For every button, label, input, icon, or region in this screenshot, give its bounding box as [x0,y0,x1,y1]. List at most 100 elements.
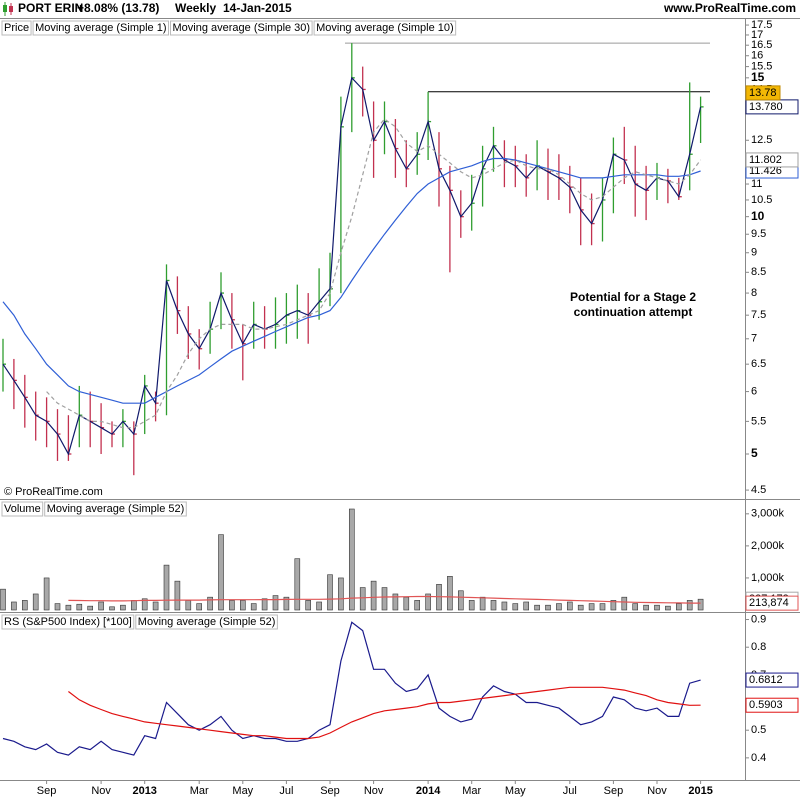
change: +8.08% (13.78) [77,1,159,15]
volume-bar [501,601,508,611]
volume-bar [338,577,344,611]
y-tick-label: 15.5 [751,61,772,73]
volume-bar [218,534,224,611]
volume-bar [512,603,519,611]
volume-bar [185,600,192,611]
x-tick-label: Nov [647,785,667,797]
series-line [2,157,701,404]
last-value-label: 213,874 [749,597,789,609]
y-tick-label: 7 [751,333,757,345]
symbol: PORT ERIN [18,1,83,15]
y-tick-label: 9.5 [751,228,766,240]
last-value-label: 0.6812 [749,674,783,686]
volume-bar [54,603,61,611]
y-tick-label: 4.5 [751,484,766,496]
annotation: continuation attempt [574,305,693,319]
x-tick-label: Sep [320,785,340,797]
volume-bar [163,564,170,611]
y-tick-label: 17.5 [751,19,772,31]
y-tick-label: 12.5 [751,134,772,146]
y-tick-label: 11 [751,178,762,190]
series-line [46,118,702,429]
volume-bar [348,508,355,611]
volume-bar [131,600,137,611]
y-tick-label: 9 [751,247,757,259]
volume-bar [665,605,671,611]
volume-bar [98,601,104,611]
volume-bar [479,596,486,611]
app-icon [3,2,13,16]
series-line [68,686,701,740]
legend-entry: RS (S&P500 Index) [*100] [4,616,132,628]
volume-bar [87,605,93,611]
volume-bar [686,600,693,611]
x-tick-label: Mar [462,785,481,797]
last-value-label: 11.802 [749,154,782,166]
volume-bar [599,603,606,611]
volume-bar [414,600,421,611]
x-tick-label: May [505,785,526,797]
y-tick-label: 0.9 [751,613,766,625]
volume-bar [152,601,159,611]
x-tick-label: 2015 [688,785,712,797]
y-tick-label: 7.5 [751,309,766,321]
y-tick-label: 16 [751,50,763,62]
last-value-box [745,152,799,168]
y-tick-label: 8 [751,287,757,299]
volume-bar [566,601,573,611]
x-tick-label: Mar [190,785,209,797]
volume-bar [577,604,584,611]
volume-bar [534,604,540,611]
volume-bar [76,603,83,611]
legend-box [135,614,278,630]
legend-entry: Moving average (Simple 30) [173,22,311,34]
volume-bar [381,587,388,611]
last-price-box [745,85,781,101]
series-line [68,595,701,604]
last-price-label: 13.78 [749,87,777,99]
volume-bar [447,576,453,611]
volume-bar [556,603,562,611]
last-value-box [745,672,799,688]
volume-bar [43,577,50,611]
y-tick-label: 17 [751,29,763,41]
y-tick-label: 0.4 [751,752,766,764]
volume-bar [283,596,290,611]
volume-bar [621,596,628,611]
y-tick-label: 0.8 [751,641,766,653]
volume-bar [250,603,257,611]
volume-bar [272,595,279,611]
volume-bar [141,598,148,611]
last-value-box [745,595,799,611]
volume-bar [403,596,410,611]
last-value-box [745,697,799,713]
volume-bar [305,600,312,611]
volume-bar [32,593,39,611]
y-tick-label: 5 [751,446,758,460]
volume-bar [0,588,6,611]
legend-entry: Moving average (Simple 52) [138,616,276,628]
volume-bar [261,598,268,611]
volume-bar [490,600,497,611]
legend-entry: Moving average (Simple 10) [316,22,454,34]
legend-box [32,20,170,36]
volume-bar [196,603,202,611]
volume-bar [109,606,115,611]
last-value-label: 0.5903 [749,699,783,711]
volume-bar [120,604,126,611]
period: Weekly [175,1,216,15]
volume-bar [523,601,530,611]
series-line [2,76,702,456]
legend-box [1,20,32,36]
y-tick-label: 0.5 [751,724,766,736]
y-tick-label: 15 [751,70,765,84]
volume-bar [359,587,366,611]
volume-bar [65,604,72,611]
y-tick-label: 6 [751,385,757,397]
volume-bar [21,600,28,611]
legend-box [170,20,313,36]
volume-bar [316,601,322,611]
legend-entry: Moving average (Simple 52) [47,503,185,515]
y-tick-label: 1,000k [751,572,785,584]
y-tick-label: 10 [751,209,765,223]
